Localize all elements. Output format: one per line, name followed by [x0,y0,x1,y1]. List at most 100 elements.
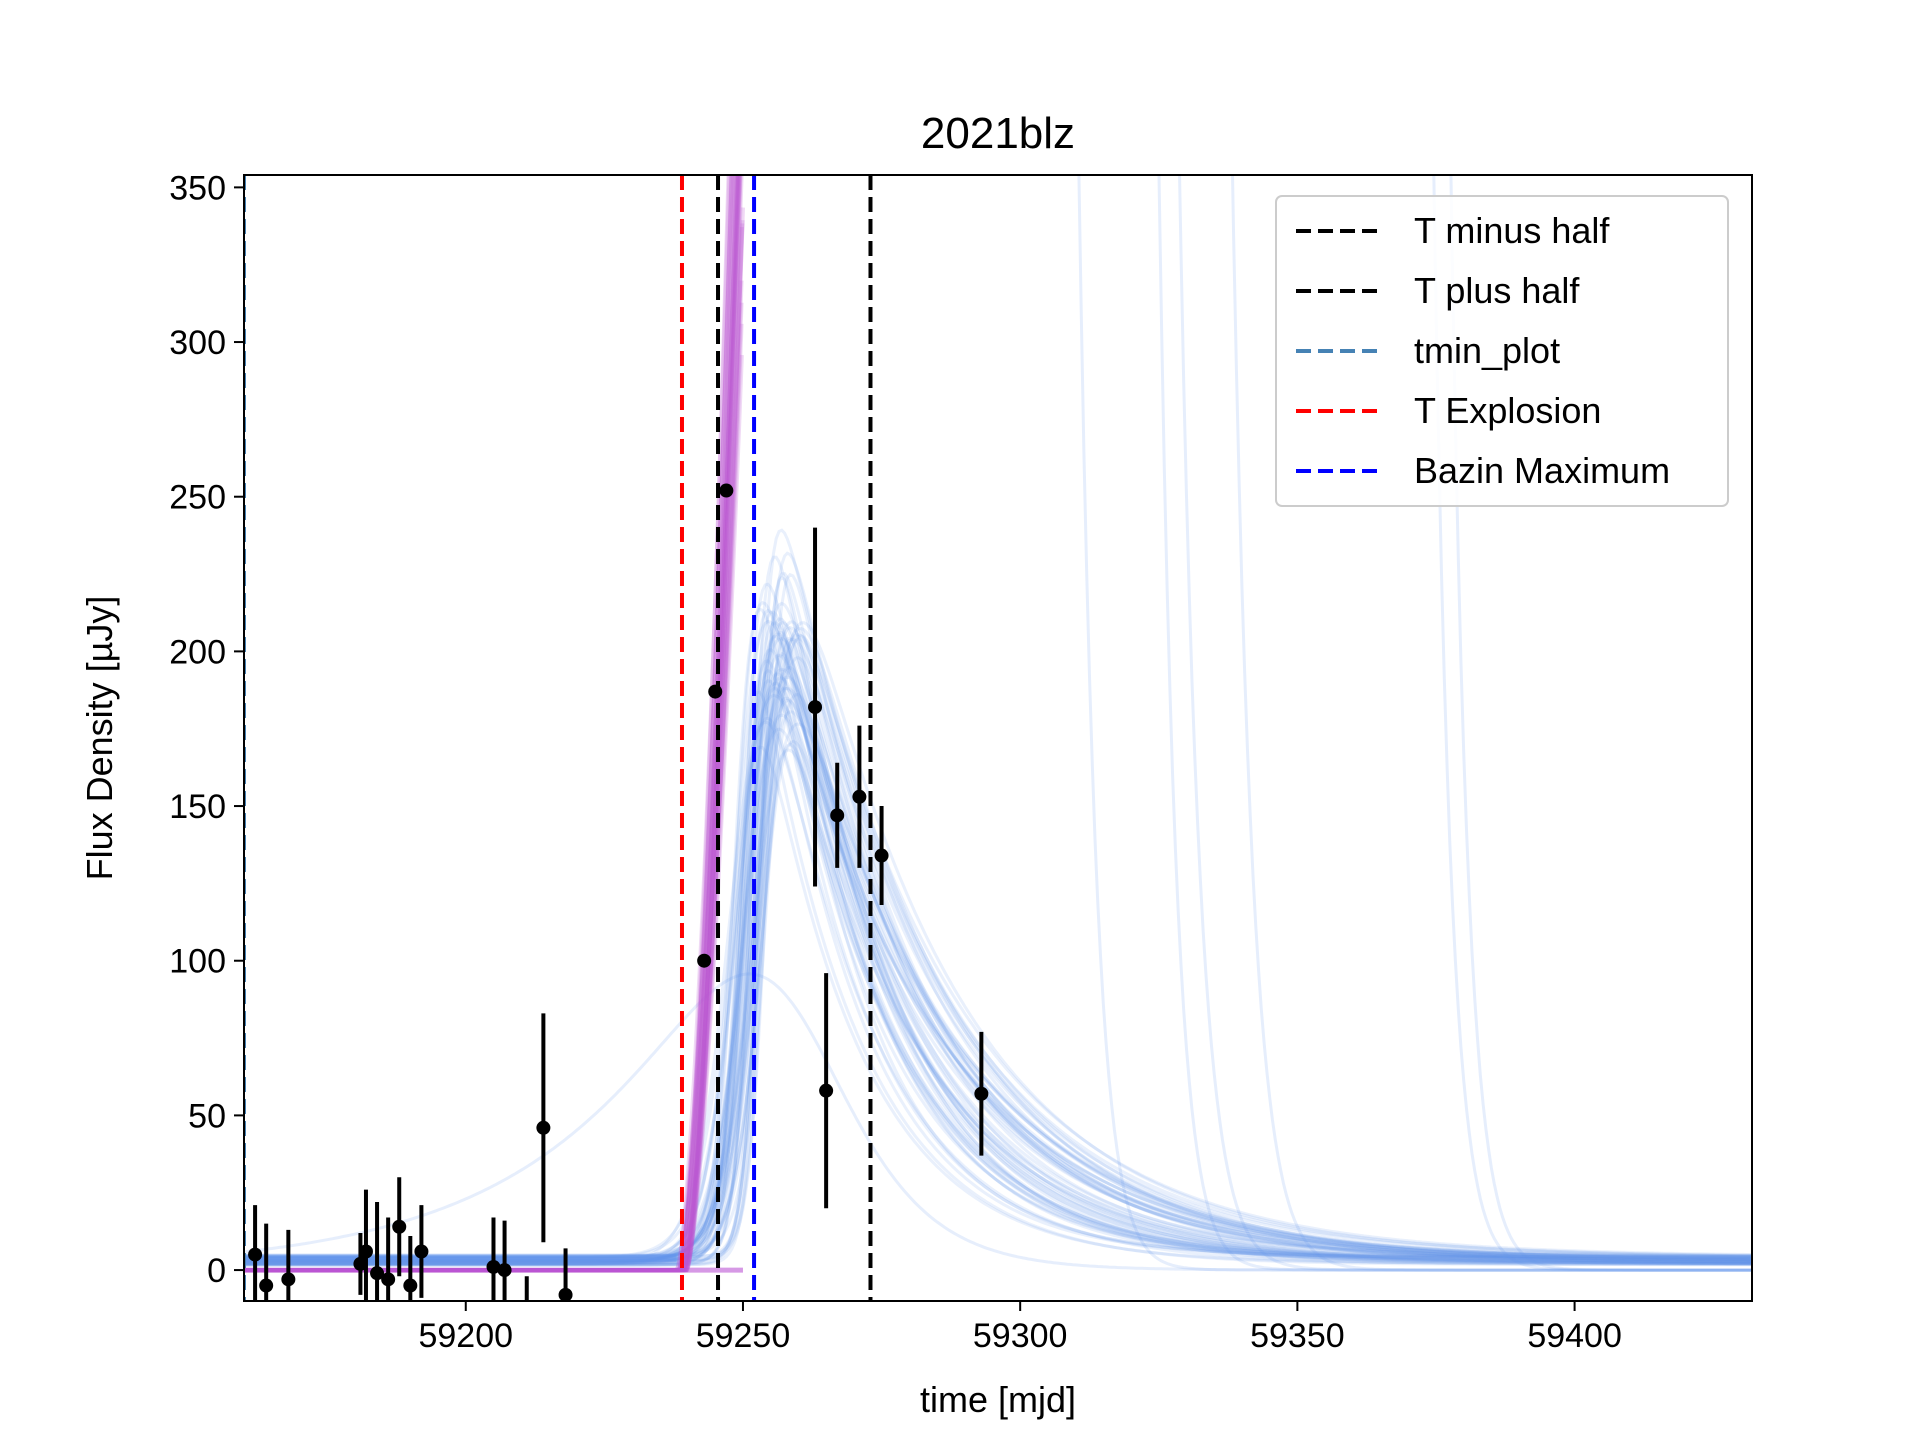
bazin-sample-line [244,600,1752,1263]
data-point [403,1278,418,1293]
bazin-sample-line [244,745,1752,1265]
bazin-sample-line [244,739,1752,1263]
x-tick-label: 59400 [1527,1317,1622,1355]
rise-sample-line [244,220,745,1273]
rise-sample-line [244,175,741,1273]
y-tick-label: 200 [169,633,226,671]
bazin-sample-line [244,713,1752,1262]
data-point [497,1263,512,1278]
x-tick-label: 59200 [418,1317,513,1355]
y-axis-label: Flux Density [µJy] [79,596,120,881]
rise-sample-line [244,175,734,1273]
bazin-outlier-line [1178,175,1752,1272]
rise-sample-line [244,280,744,1273]
data-point [536,1120,551,1135]
rise-sample-line [244,207,745,1273]
rise-sample-line [244,175,739,1273]
rise-sample-line [244,175,744,1273]
data-point [830,808,845,823]
data-point [358,1244,373,1259]
rise-sample-line [244,175,736,1273]
y-tick-label: 250 [169,479,226,517]
legend-label: T minus half [1414,210,1610,251]
data-point [697,953,712,968]
data-point [852,789,867,804]
data-point [558,1287,573,1301]
data-point [353,1256,368,1271]
bazin-sample-line [244,693,1752,1265]
rise-sample-line [244,175,741,1273]
x-tick-label: 59300 [973,1317,1068,1355]
data-point [381,1272,396,1287]
rise-curves [244,175,745,1273]
x-axis-label: time [mjd] [920,1379,1076,1420]
x-axis-ticks: 59200 59250 59300 59350 59400 [418,1301,1622,1355]
bazin-outlier-line [1432,175,1752,1272]
data-point [392,1219,407,1234]
rise-sample-line [244,302,744,1273]
bazin-sample-line [244,698,1752,1264]
y-tick-label: 50 [188,1097,226,1135]
observations [248,483,989,1301]
plot-frame [243,174,1753,1302]
rise-sample-line [244,227,744,1273]
data-point [281,1272,296,1287]
rise-sample-line [244,175,731,1273]
data-point [719,483,734,498]
bazin-sample-line [244,748,1752,1264]
rise-sample-line [244,175,738,1273]
y-tick-label: 0 [207,1252,226,1290]
vertical-lines [244,175,873,1301]
rise-sample-line [244,223,745,1273]
bazin-outlier-line [1231,175,1752,1272]
rise-sample-line [244,175,743,1273]
bazin-outlier-line [244,972,1752,1272]
rise-sample-line [244,175,742,1273]
bazin-outlier-line [1449,175,1752,1272]
bazin-sample-line [244,619,1752,1259]
y-axis-ticks: 0 50 100 150 200 250 300 350 [169,169,244,1290]
y-tick-label: 150 [169,788,226,826]
data-point [486,1259,501,1274]
data-point [874,848,889,863]
rise-sample-line [244,175,734,1273]
rise-sample-line [244,175,738,1273]
rise-sample-line [244,175,740,1273]
rise-sample-line [244,354,744,1273]
data-point [414,1244,429,1259]
data-point [259,1278,274,1293]
data-point [819,1083,834,1098]
rise-sample-line [244,175,735,1273]
y-tick-label: 300 [169,324,226,362]
y-tick-label: 350 [169,169,226,207]
chart-title: 2021blz [921,109,1075,158]
rise-sample-line [244,175,740,1273]
rise-sample-line [244,175,742,1273]
rise-sample-line [244,175,732,1273]
legend-frame [1275,195,1729,507]
bazin-sample-line [244,620,1752,1259]
data-point [974,1086,989,1101]
legend-label: T Explosion [1414,390,1601,431]
legend-label: tmin_plot [1414,330,1560,371]
rise-sample-line [244,175,743,1273]
data-point [370,1266,385,1281]
rise-sample-line [244,175,742,1273]
rise-sample-line [244,175,740,1273]
legend-label: Bazin Maximum [1414,450,1670,491]
bazin-sample-line [244,607,1752,1261]
rise-sample-line [244,175,734,1273]
data-point [808,700,823,715]
rise-sample-line [244,323,744,1273]
legend: T minus half T plus half tmin_plot T Explos… [1275,195,1729,507]
bazin-sample-line [244,727,1752,1266]
bazin-sample-line [244,690,1752,1267]
y-tick-label: 100 [169,943,226,981]
data-point [248,1247,263,1262]
x-tick-label: 59350 [1250,1317,1345,1355]
rise-sample-line [244,175,741,1273]
x-tick-label: 59250 [696,1317,791,1355]
data-point [523,1300,531,1301]
bazin-outlier-line [1157,175,1752,1272]
